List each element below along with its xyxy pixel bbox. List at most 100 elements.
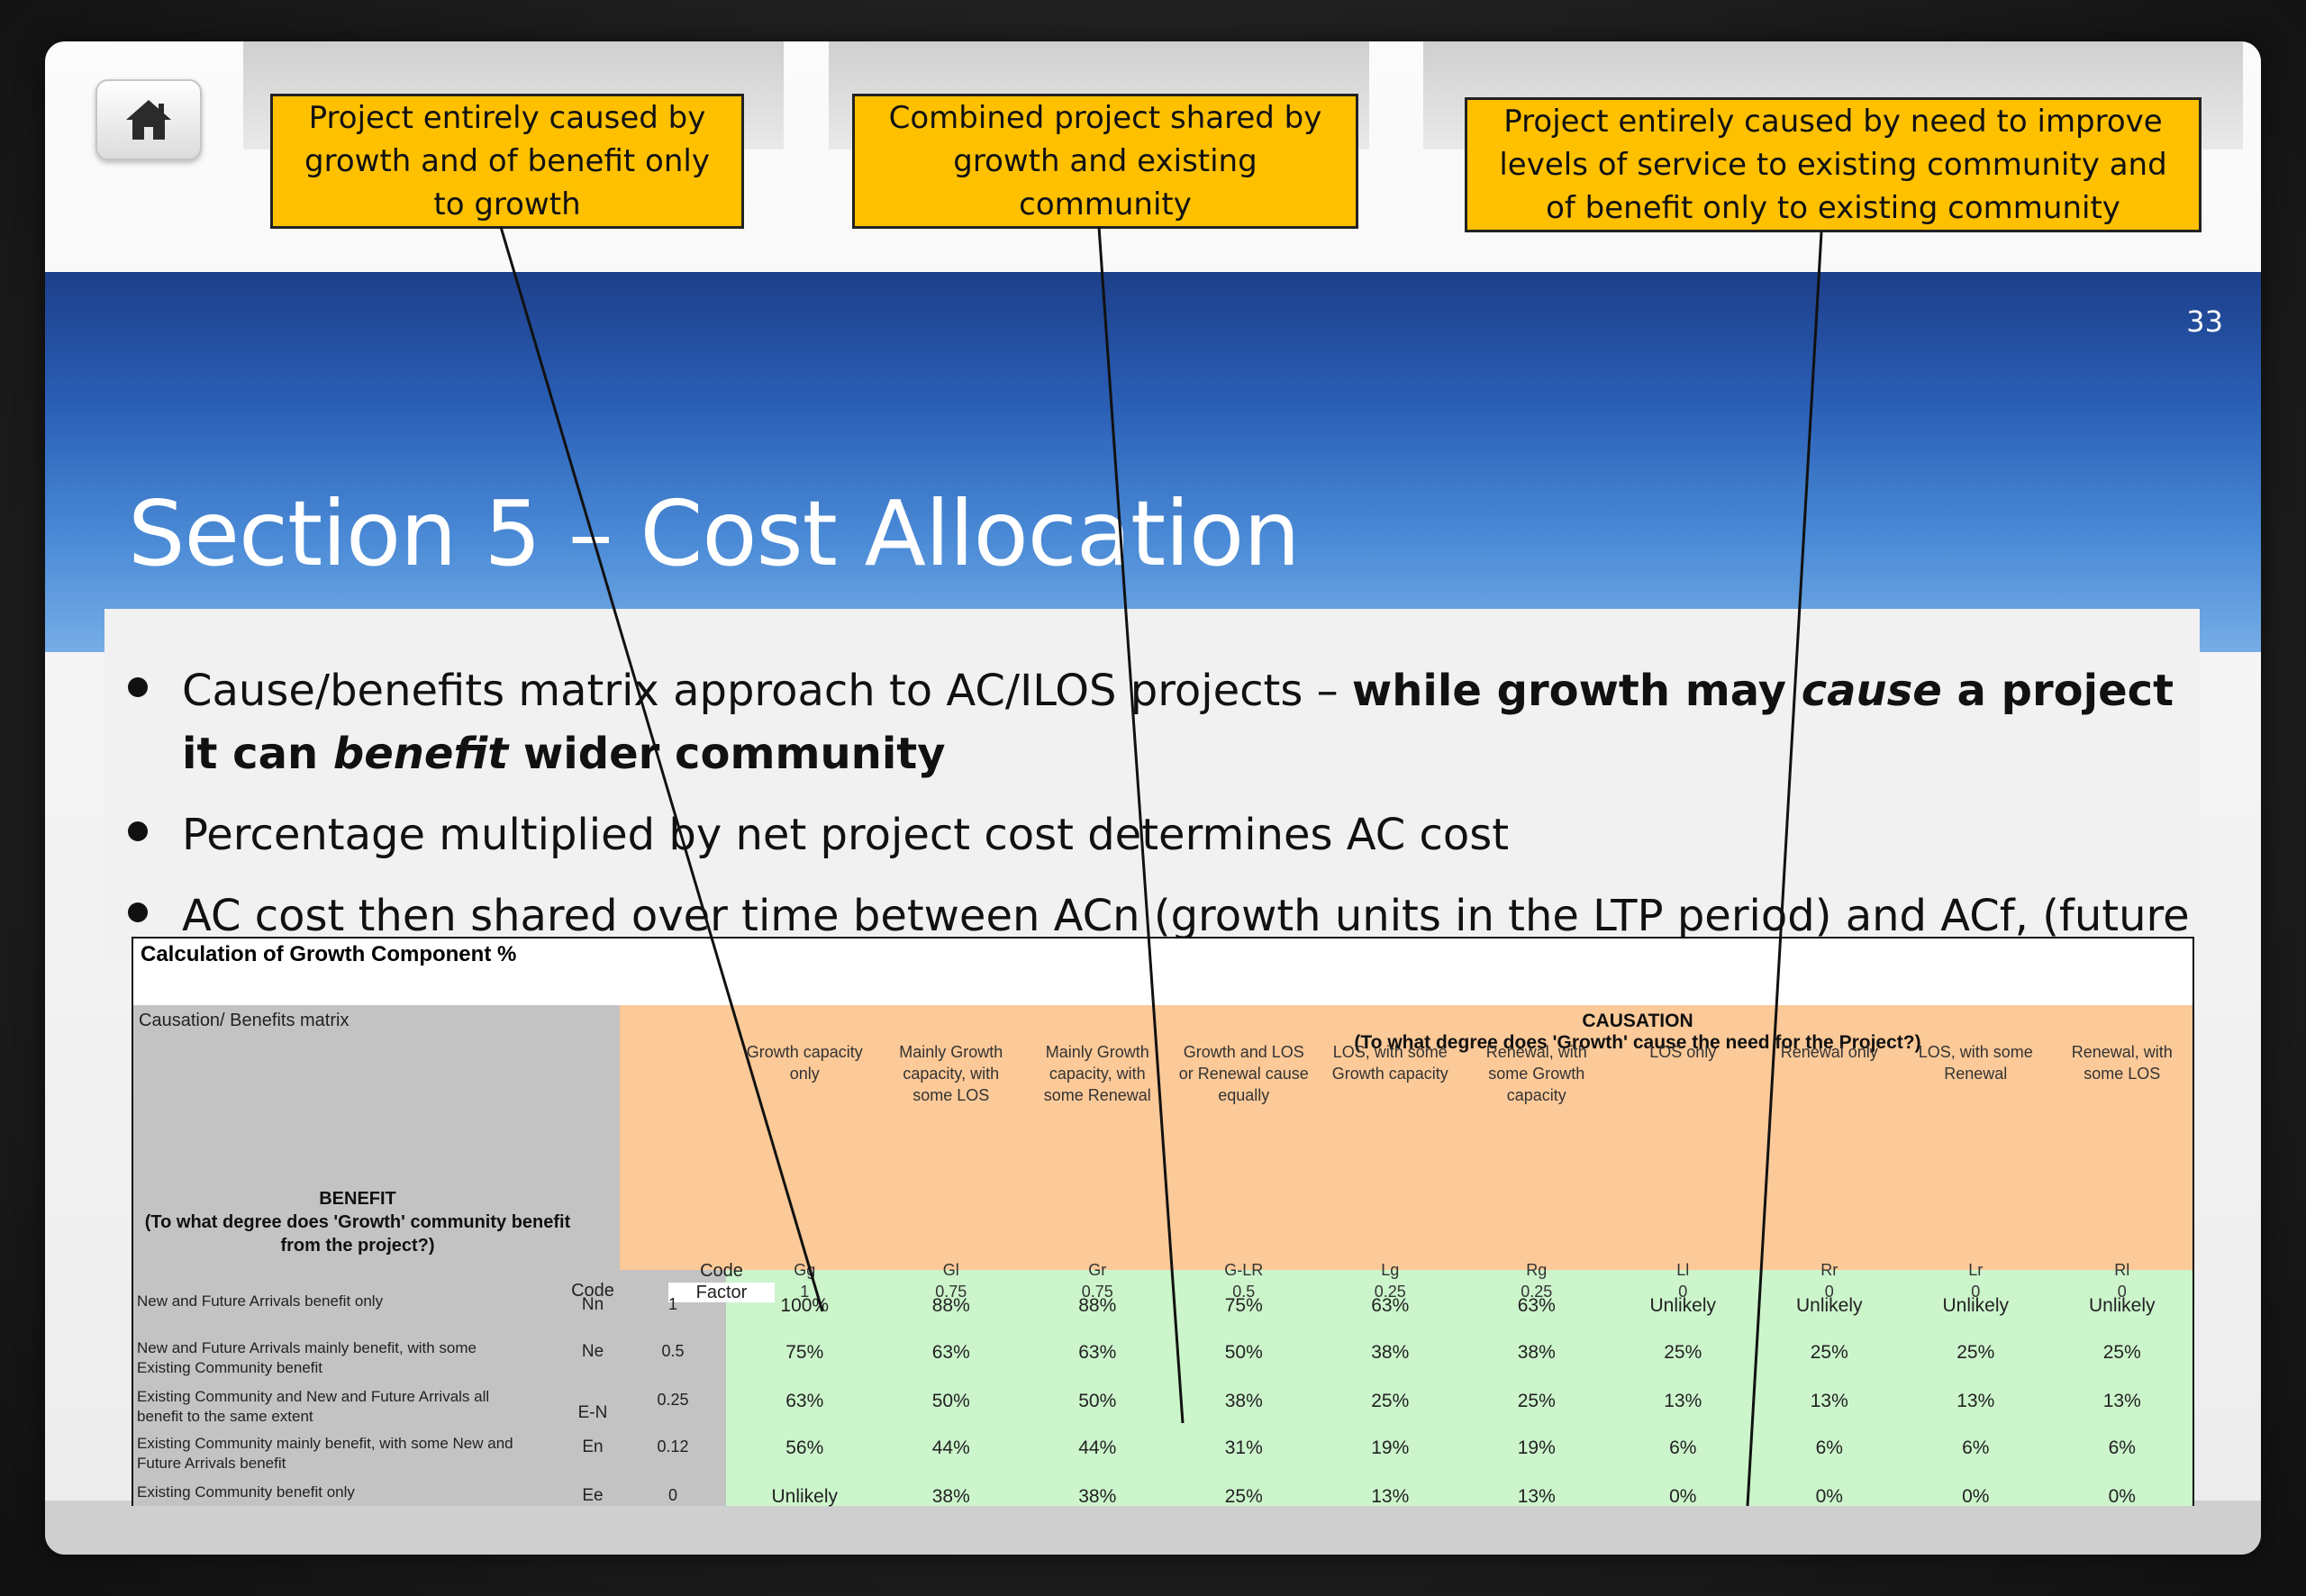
benefit-row-label: Existing Community mainly benefit, with … — [137, 1435, 513, 1472]
matrix-value-cell: 44% — [1078, 1437, 1117, 1458]
matrix-value-cell: 63% — [1078, 1342, 1117, 1363]
benefit-heading: BENEFIT (To what degree does 'Growth' co… — [144, 1189, 571, 1256]
bullet-dot — [128, 677, 148, 697]
matrix-value-cell: 0% — [1669, 1486, 1697, 1507]
matrix-value-cell: 25% — [1371, 1391, 1410, 1411]
matrix-value-cell: 38% — [1224, 1391, 1263, 1411]
corner-label: Causation/ Benefits matrix — [139, 1011, 350, 1030]
causation-column-code: G-LR — [1224, 1261, 1264, 1279]
home-icon — [126, 100, 171, 140]
matrix-value-cell: 25% — [1956, 1342, 1995, 1363]
matrix-value-cell: 25% — [1664, 1342, 1702, 1363]
benefit-row-label: Existing Community and New and Future Ar… — [137, 1388, 490, 1425]
causation-column-label: Mainly Growth capacity, with some LOS — [899, 1043, 1003, 1104]
causation-column-code: Rl — [2114, 1261, 2130, 1279]
causation-column-factor: 0 — [1971, 1283, 1981, 1301]
matrix-value-cell: 50% — [931, 1391, 970, 1411]
benefit-row-label: Existing Community benefit only — [137, 1483, 355, 1501]
matrix-value-cell: 13% — [1664, 1391, 1702, 1411]
causation-column-label: Growth and LOS or Renewal cause equally — [1178, 1043, 1309, 1104]
matrix-value-cell: 0% — [1815, 1486, 1843, 1507]
matrix-value-cell: 88% — [1078, 1295, 1117, 1316]
matrix-title-row: Calculation of Growth Component % — [133, 939, 2193, 1005]
causation-column-factor: 0.25 — [1374, 1283, 1406, 1301]
matrix-value-cell: 63% — [1517, 1295, 1556, 1316]
home-button[interactable] — [95, 79, 202, 160]
bullet-list: Cause/benefits matrix approach to AC/ILO… — [104, 609, 2200, 1004]
slide-title: Section 5 – Cost Allocation — [128, 481, 1301, 586]
matrix-title: Calculation of Growth Component % — [141, 942, 517, 966]
matrix-value-cell: Unlikely — [771, 1486, 839, 1507]
bullet-italic-text: cause — [1801, 666, 1942, 716]
matrix-value-cell: 75% — [1224, 1295, 1263, 1316]
growth-component-matrix: Calculation of Growth Component % Causat… — [132, 937, 2194, 1507]
causation-column-factor: 0.25 — [1521, 1283, 1553, 1301]
matrix-value-cell: 6% — [1669, 1437, 1697, 1458]
causation-column-code: Gl — [942, 1261, 959, 1279]
callout-existing-only: Project entirely caused by need to impro… — [1465, 97, 2202, 232]
bullet-text: Percentage multiplied by net project cos… — [182, 810, 1510, 860]
matrix-value-cell: 88% — [931, 1295, 970, 1316]
matrix-value-cell: 13% — [1371, 1486, 1410, 1507]
bullet-bold-text: while growth may — [1351, 666, 1802, 716]
causation-column-label: LOS only — [1649, 1043, 1717, 1061]
matrix-value-cell: 13% — [1517, 1486, 1556, 1507]
benefit-row-factor: 0.5 — [661, 1342, 685, 1360]
matrix-value-cell: 100% — [780, 1295, 830, 1316]
matrix-value-cell: 19% — [1517, 1437, 1556, 1458]
causation-column-label: Mainly Growth capacity, with some Renewa… — [1043, 1043, 1151, 1104]
benefit-row-factor: 0.25 — [657, 1391, 689, 1409]
causation-column-code: Lg — [1381, 1261, 1400, 1279]
causation-header — [620, 1005, 2193, 1270]
benefit-row-label: New and Future Arrivals benefit only — [137, 1292, 384, 1310]
benefit-row-code: En — [582, 1437, 604, 1456]
causation-column-factor: 0 — [1824, 1283, 1834, 1301]
matrix-value-cell: 38% — [1371, 1342, 1410, 1363]
causation-column-code: Ll — [1676, 1261, 1690, 1279]
matrix-value-cell: 13% — [1810, 1391, 1848, 1411]
benefit-row-factor: 0 — [667, 1486, 677, 1504]
matrix-value-cell: 63% — [931, 1342, 970, 1363]
bottom-strip — [45, 1501, 2261, 1555]
matrix-value-cell: 50% — [1224, 1342, 1263, 1363]
bullet-item: Cause/benefits matrix approach to AC/ILO… — [128, 659, 2200, 785]
callout-growth-only: Project entirely caused by growth and of… — [270, 94, 744, 229]
matrix-value-cell: 6% — [2108, 1437, 2136, 1458]
matrix-value-cell: 63% — [1371, 1295, 1410, 1316]
matrix-value-cell: 25% — [1810, 1342, 1848, 1363]
matrix-value-cell: 38% — [1517, 1342, 1556, 1363]
benefit-row-label: New and Future Arrivals mainly benefit, … — [137, 1339, 477, 1376]
bullet-dot — [128, 902, 148, 922]
matrix-value-cell: 25% — [1517, 1391, 1556, 1411]
callout-combined: Combined project shared by growth and ex… — [852, 94, 1358, 229]
causation-column-code: Lr — [1968, 1261, 1984, 1279]
matrix-value-cell: Unlikely — [1942, 1295, 2010, 1316]
matrix-value-cell: 38% — [1078, 1486, 1117, 1507]
causation-column-factor: 0 — [1678, 1283, 1688, 1301]
causation-column-code: Rr — [1820, 1261, 1838, 1279]
matrix-value-cell: 44% — [931, 1437, 970, 1458]
causation-column-factor: 0.5 — [1232, 1283, 1256, 1301]
bullet-item: Percentage multiplied by net project cos… — [128, 803, 2200, 866]
matrix-value-cell: 63% — [785, 1391, 824, 1411]
matrix-value-cell: Unlikely — [1795, 1295, 1863, 1316]
matrix-value-cell: 13% — [1956, 1391, 1995, 1411]
matrix-value-cell: 19% — [1371, 1437, 1410, 1458]
benefit-row-code: Nn — [581, 1295, 604, 1314]
causation-column-factor: 0 — [2117, 1283, 2127, 1301]
causation-column-label: Renewal, with some Growth capacity — [1485, 1043, 1587, 1104]
bullet-italic-text: benefit — [332, 729, 509, 779]
matrix-value-cell: Unlikely — [1649, 1295, 1717, 1316]
benefit-row-code: E-N — [577, 1403, 608, 1422]
bullet-dot — [128, 821, 148, 841]
causation-column-label: Growth capacity only — [746, 1043, 863, 1083]
matrix-value-cell: 25% — [1224, 1486, 1263, 1507]
causation-column-label: LOS, with some Growth capacity — [1331, 1043, 1448, 1083]
causation-title: CAUSATION — [1582, 1011, 1693, 1031]
slide-number: 33 — [2186, 304, 2223, 339]
matrix-value-cell: 56% — [785, 1437, 824, 1458]
causation-column-label: Renewal, with some LOS — [2071, 1043, 2173, 1083]
matrix-value-cell: 75% — [785, 1342, 824, 1363]
causation-column-code: Gg — [794, 1261, 816, 1279]
benefit-row-code: Ee — [582, 1486, 604, 1505]
